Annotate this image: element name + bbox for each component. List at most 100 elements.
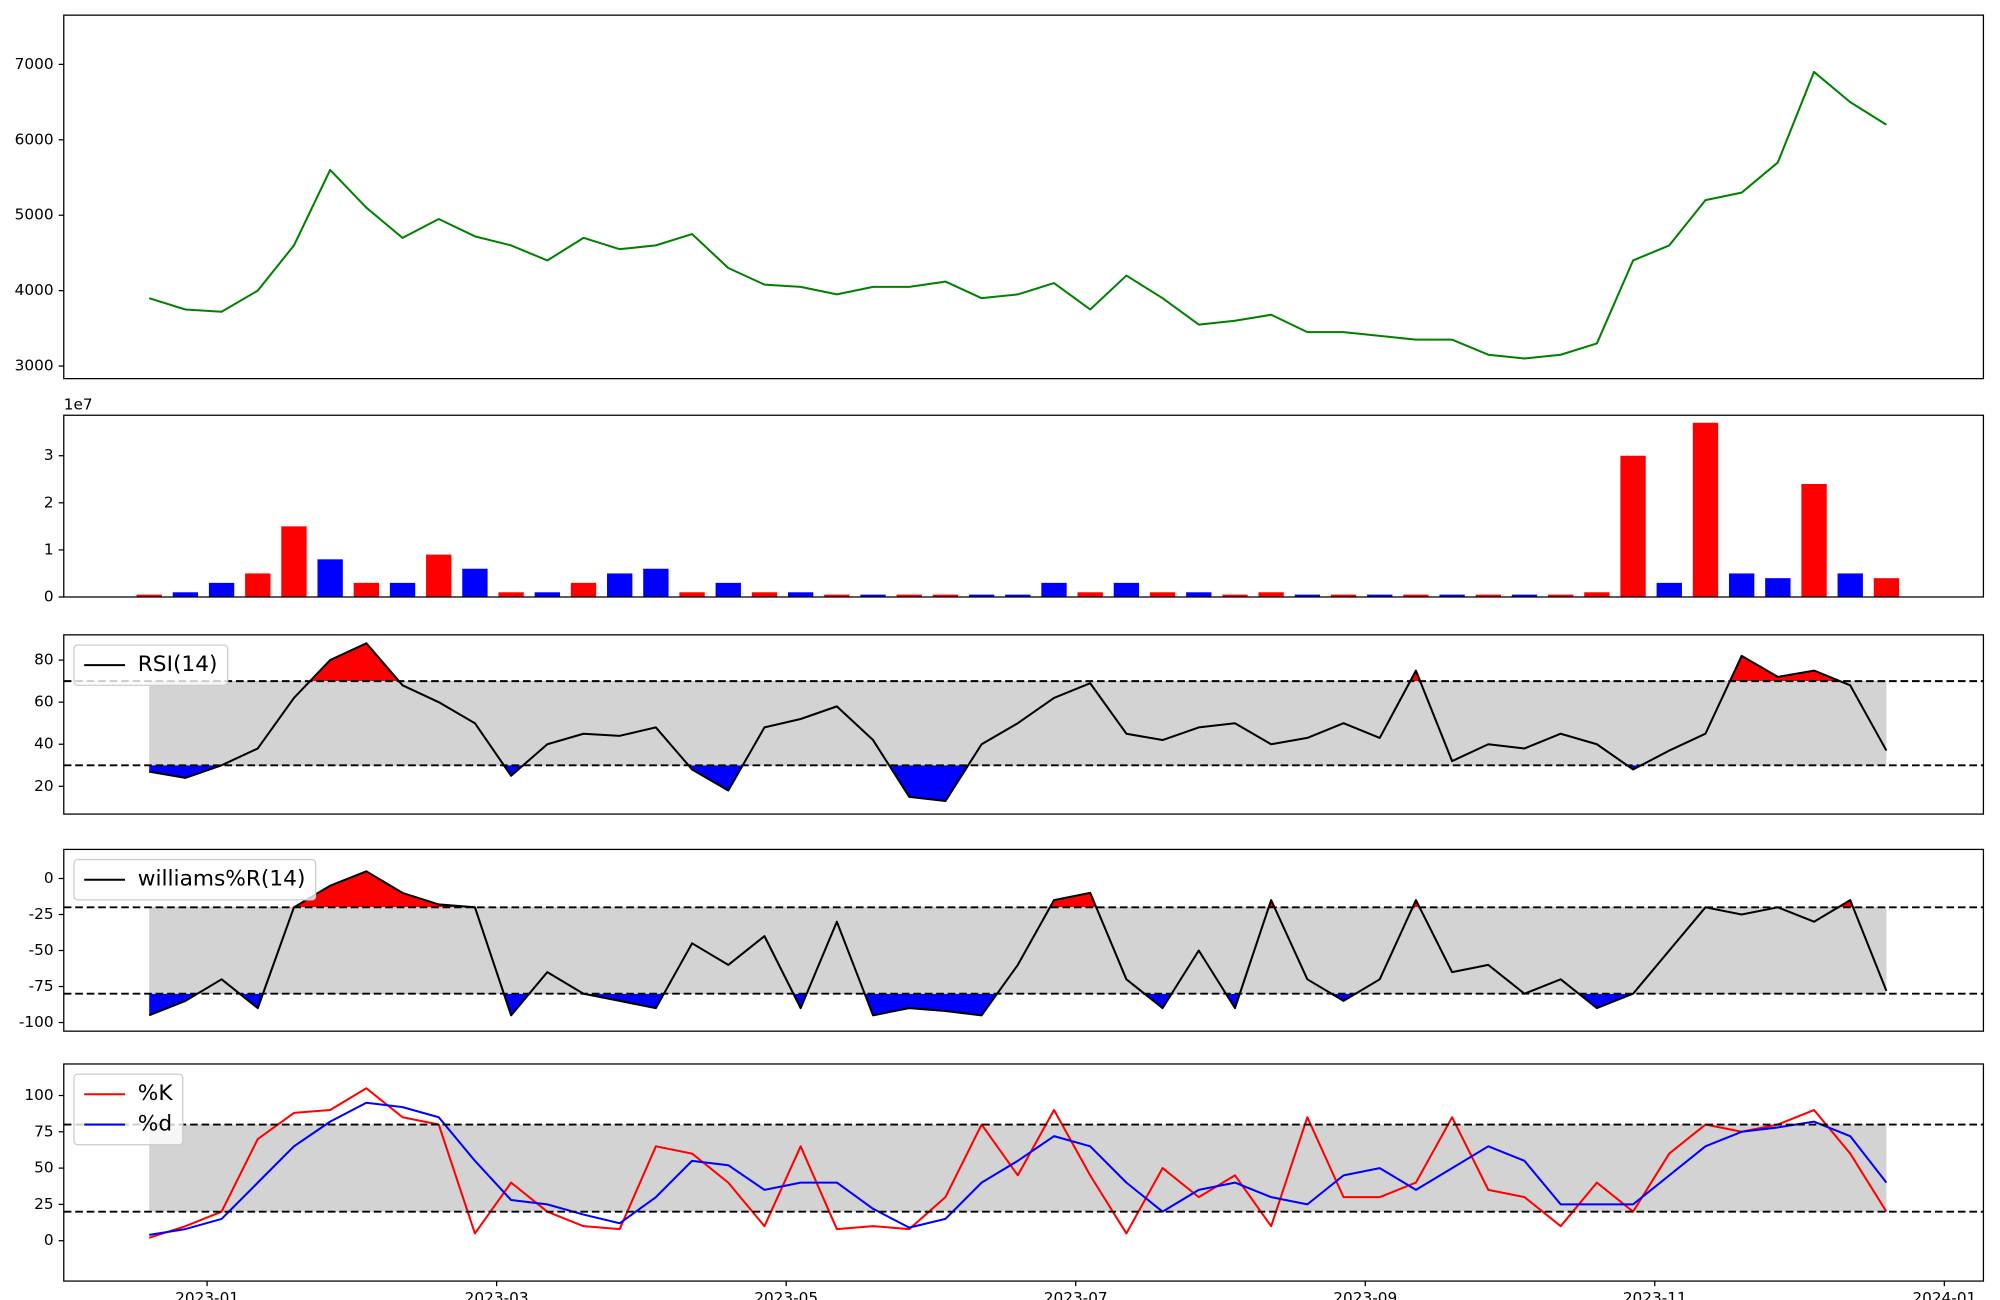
axes-frame	[63, 1063, 1985, 1282]
volume-bar	[1294, 594, 1321, 597]
legend-label: williams%R(14)	[138, 867, 306, 892]
volume-bar	[1222, 594, 1248, 597]
y-tick-label: 3	[44, 446, 54, 464]
volume-bar	[570, 582, 597, 597]
volume-bar	[1656, 582, 1682, 597]
line	[149, 1101, 1888, 1236]
neutral-band	[149, 1124, 1887, 1212]
volume-bar	[1873, 578, 1900, 597]
line	[148, 70, 1887, 360]
y-tick-label: 25	[34, 1195, 53, 1213]
volume-bar	[896, 594, 922, 597]
volume-bar	[1077, 592, 1103, 597]
overbought-fill	[149, 871, 1887, 908]
y-tick-label: 0	[44, 588, 54, 606]
volume-bar	[1113, 582, 1140, 597]
y-tick-label: 50	[34, 1159, 53, 1177]
volume-bar	[1186, 592, 1212, 597]
x-tick-label: 2023-07	[1044, 1289, 1108, 1300]
y-tick-label: 80	[34, 651, 53, 669]
y-tick-label: 0	[44, 1231, 54, 1249]
volume-bar	[1584, 592, 1610, 597]
volume-bar	[1258, 592, 1284, 597]
x-tick-label: 2024-01	[1912, 1289, 1976, 1300]
y-tick-label: 2	[44, 493, 54, 511]
x-tick-label: 2023-09	[1333, 1289, 1397, 1300]
volume-bar	[1005, 594, 1031, 597]
x-tick-label: 2023-11	[1623, 1289, 1687, 1300]
legend-box	[73, 644, 229, 686]
volume-bar	[245, 573, 271, 597]
y-tick-label: -25	[29, 905, 54, 923]
volume-bar	[136, 594, 162, 597]
y-tick-label: 1	[44, 540, 54, 558]
oversold-fill	[149, 765, 1642, 802]
volume-bar	[679, 592, 705, 597]
axes-frame	[63, 14, 1985, 380]
legend-box	[73, 858, 317, 901]
volume-bar	[1692, 422, 1719, 597]
volume-bar	[643, 568, 669, 597]
volume-bar	[1511, 594, 1538, 597]
legend-label: RSI(14)	[138, 652, 218, 677]
axes-frame	[63, 414, 1985, 598]
volume-bar	[751, 592, 778, 597]
offset-label: 1e7	[64, 396, 93, 414]
volume-bar	[534, 592, 560, 597]
volume-bar	[1367, 594, 1393, 597]
volume-bar	[1765, 578, 1791, 597]
x-tick-label: 2023-03	[465, 1289, 529, 1300]
y-tick-label: 6000	[15, 130, 54, 148]
volume-bar	[824, 594, 850, 597]
volume-bar	[715, 582, 741, 597]
volume-bar	[317, 559, 343, 597]
y-tick-label: 75	[34, 1122, 53, 1140]
volume-bar	[462, 568, 488, 597]
volume-bar	[1548, 594, 1574, 597]
legend-box	[73, 1073, 184, 1146]
volume-bar	[1330, 594, 1357, 597]
y-tick-label: 0	[44, 869, 54, 887]
volume-bar	[932, 594, 959, 597]
legend-label: %d	[138, 1112, 172, 1137]
volume-bar	[1620, 455, 1646, 597]
y-tick-label: 4000	[15, 281, 54, 299]
volume-bar	[1475, 594, 1501, 597]
x-tick-label: 2023-05	[754, 1289, 818, 1300]
axes-frame	[63, 848, 1985, 1032]
volume-bar	[208, 582, 235, 597]
volume-bar	[1439, 594, 1465, 597]
volume-bar	[607, 573, 633, 597]
volume-bar	[1403, 594, 1429, 597]
volume-bar	[1801, 483, 1827, 597]
volume-bar	[968, 594, 995, 597]
y-tick-label: 3000	[15, 357, 54, 375]
volume-bar	[426, 554, 452, 597]
volume-bar	[1728, 573, 1755, 597]
x-tick-label: 2023-01	[175, 1289, 239, 1300]
y-tick-label: 5000	[15, 206, 54, 224]
volume-bar	[1041, 582, 1067, 597]
axes-frame	[63, 634, 1985, 815]
y-tick-label: 40	[34, 735, 53, 753]
y-tick-label: 100	[24, 1086, 53, 1104]
neutral-band	[149, 907, 1887, 994]
volume-bar	[1149, 592, 1176, 597]
line	[148, 870, 1888, 1017]
volume-bar	[1837, 573, 1863, 597]
volume-bar	[787, 592, 814, 597]
y-tick-label: -75	[29, 977, 54, 995]
y-tick-label: 7000	[15, 55, 54, 73]
y-tick-label: -100	[19, 1013, 54, 1031]
volume-bar	[172, 592, 199, 597]
y-tick-label: 60	[34, 693, 53, 711]
volume-bar	[389, 582, 416, 597]
volume-bar	[281, 526, 307, 597]
legend-label: %K	[138, 1081, 174, 1106]
line	[149, 642, 1888, 803]
y-tick-label: -50	[29, 941, 54, 959]
y-tick-label: 20	[34, 777, 53, 795]
volume-bar	[498, 592, 524, 597]
